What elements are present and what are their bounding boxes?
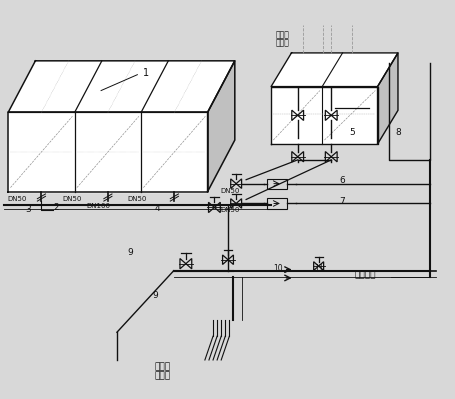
Text: DN100: DN100 — [86, 203, 111, 209]
Text: 9: 9 — [127, 249, 133, 257]
Text: 5: 5 — [349, 128, 354, 137]
Text: 11: 11 — [313, 265, 323, 273]
Polygon shape — [8, 61, 234, 113]
Text: 6: 6 — [339, 176, 344, 185]
Polygon shape — [270, 87, 377, 144]
Text: 2: 2 — [53, 203, 58, 212]
Text: 至配水: 至配水 — [154, 362, 171, 371]
Bar — [266, 198, 287, 209]
Text: DN50: DN50 — [7, 196, 26, 202]
Text: 10: 10 — [273, 264, 282, 273]
Text: 1: 1 — [143, 68, 149, 78]
Text: 至沉定池: 至沉定池 — [354, 270, 375, 279]
Text: DN50: DN50 — [62, 196, 81, 202]
Bar — [266, 178, 287, 189]
Text: 3: 3 — [25, 205, 30, 213]
Text: 接厂区: 接厂区 — [275, 30, 289, 39]
Text: 压力水: 压力水 — [275, 38, 289, 47]
Polygon shape — [270, 53, 397, 87]
Polygon shape — [377, 53, 397, 144]
Text: 9: 9 — [152, 291, 158, 300]
Text: 4: 4 — [155, 204, 160, 213]
Text: 7: 7 — [339, 197, 344, 205]
Text: DN50: DN50 — [220, 207, 239, 213]
Text: 混合井: 混合井 — [154, 371, 171, 380]
Text: DN50: DN50 — [127, 196, 147, 202]
Polygon shape — [8, 113, 207, 192]
Text: 8: 8 — [395, 128, 400, 137]
Polygon shape — [207, 61, 234, 192]
Text: DN50: DN50 — [220, 188, 239, 194]
